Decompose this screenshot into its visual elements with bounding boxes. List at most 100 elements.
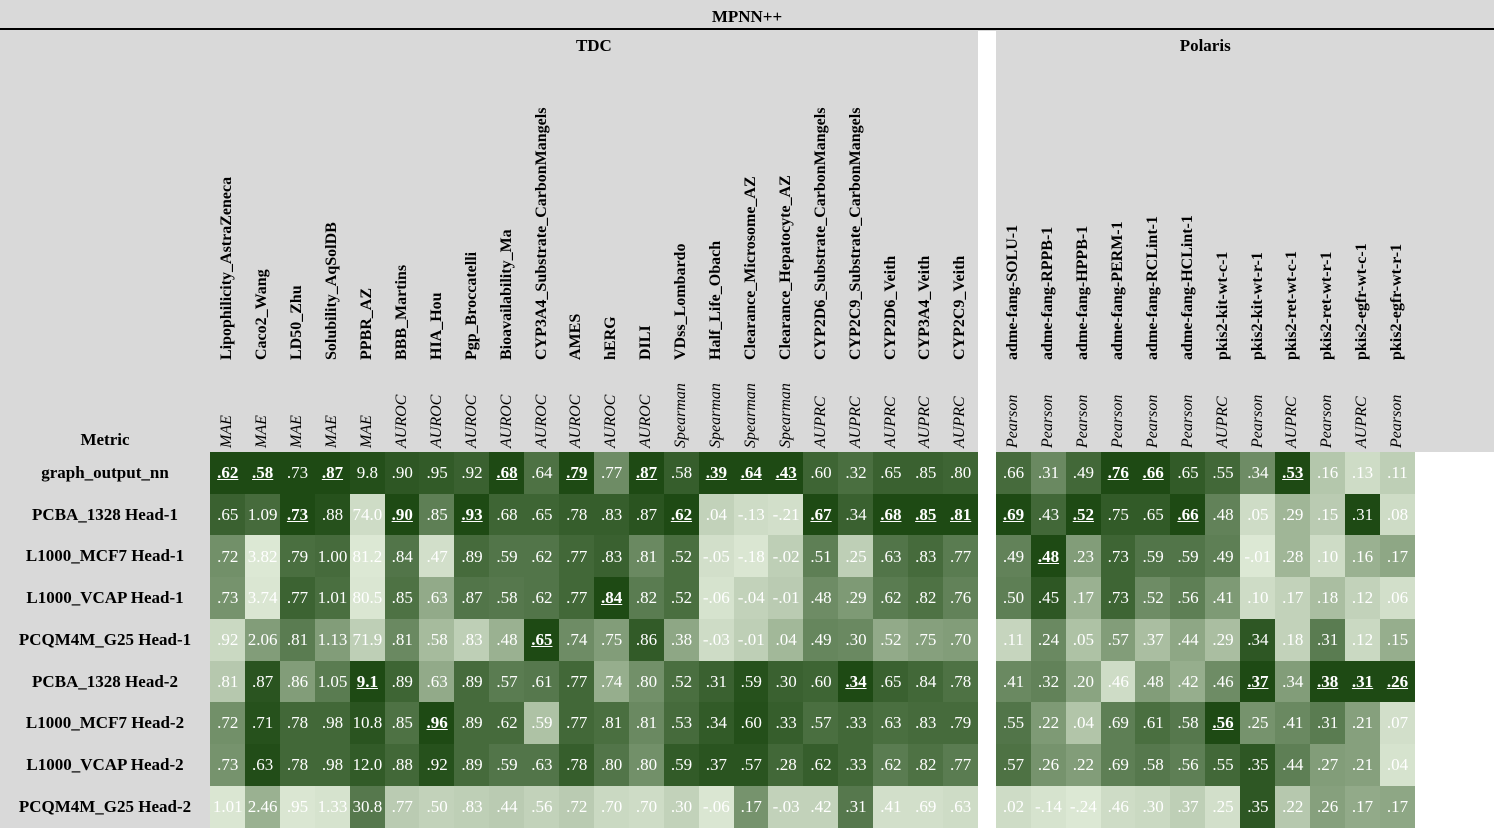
heatmap-cell: .57 bbox=[733, 743, 769, 787]
heatmap-cell: .52 bbox=[663, 660, 700, 703]
heatmap-cell: 10.8 bbox=[349, 702, 386, 745]
heatmap-cell: .22 bbox=[1030, 702, 1067, 745]
heatmap-cell: .85 bbox=[384, 577, 420, 620]
heatmap-cell: .30 bbox=[1135, 785, 1171, 828]
heatmap-cell: .39 bbox=[698, 452, 735, 495]
heatmap-cell: .63 bbox=[419, 577, 455, 620]
heatmap-cell: .64 bbox=[733, 452, 769, 495]
heatmap-cell: 3.82 bbox=[244, 535, 281, 578]
heatmap-cell: .56 bbox=[1170, 577, 1206, 620]
heatmap-cell: .37 bbox=[1135, 618, 1171, 662]
group-header-polaris: Polaris bbox=[1179, 36, 1231, 55]
heatmap-cell: .18 bbox=[1275, 618, 1311, 662]
column-header: Bioavailability_Ma bbox=[497, 229, 515, 360]
heatmap-cell: .52 bbox=[663, 577, 700, 620]
column-metric: MAE bbox=[253, 415, 271, 448]
heatmap-cell: .30 bbox=[663, 785, 700, 828]
heatmap-cell: -.05 bbox=[698, 535, 735, 578]
heatmap-cell: .26 bbox=[1379, 660, 1416, 703]
heatmap-cell: .26 bbox=[1030, 743, 1067, 787]
heatmap-cell: .25 bbox=[838, 535, 874, 578]
heatmap-cell: .83 bbox=[908, 702, 944, 745]
heatmap-cell: .58 bbox=[244, 452, 281, 495]
column-metric: MAE bbox=[288, 415, 306, 448]
heatmap-cell: .49 bbox=[995, 535, 1032, 578]
heatmap-cell: .78 bbox=[559, 493, 595, 536]
heatmap-cell: .69 bbox=[995, 493, 1032, 536]
heatmap-cell: .81 bbox=[628, 535, 665, 578]
metric-row-header: Metric bbox=[80, 430, 130, 449]
heatmap-cell: .29 bbox=[1205, 618, 1241, 662]
heatmap-cell: .31 bbox=[1344, 660, 1381, 703]
heatmap-cell: .64 bbox=[524, 452, 560, 495]
heatmap-cell: .78 bbox=[559, 743, 595, 787]
heatmap-cell: .59 bbox=[733, 660, 769, 703]
heatmap-cell: 3.74 bbox=[244, 577, 281, 620]
heatmap-cell: .57 bbox=[803, 702, 839, 745]
heatmap-cell: .70 bbox=[628, 785, 665, 828]
column-header: VDss_Lombardo bbox=[672, 243, 690, 360]
column-metric: Pearson bbox=[1318, 394, 1336, 448]
column-header: LD50_Zhu bbox=[288, 285, 306, 360]
heatmap-cell: .52 bbox=[1135, 577, 1171, 620]
column-metric: Pearson bbox=[1388, 394, 1406, 448]
column-header: pkis2-egfr-wt-r-1 bbox=[1388, 243, 1406, 360]
heatmap-cell: .60 bbox=[803, 660, 839, 703]
heatmap-cell: .85 bbox=[908, 493, 944, 536]
heatmap-cell: .41 bbox=[1205, 577, 1241, 620]
heatmap-cell: .44 bbox=[489, 785, 525, 828]
heatmap-cell: .73 bbox=[210, 743, 246, 787]
column-metric: AUROC bbox=[567, 394, 585, 448]
heatmap-cell: -.21 bbox=[768, 493, 804, 536]
heatmap-cell: .16 bbox=[1309, 452, 1346, 495]
column-header: Lipophilicity_AstraZeneca bbox=[218, 176, 236, 360]
heatmap-cell: .45 bbox=[1030, 577, 1067, 620]
heatmap-cell: .31 bbox=[1344, 493, 1381, 536]
heatmap-cell: .65 bbox=[1170, 452, 1206, 495]
heatmap-cell: .15 bbox=[1309, 493, 1346, 536]
heatmap-cell: .55 bbox=[1205, 743, 1241, 787]
heatmap-cell: .63 bbox=[524, 743, 560, 787]
column-header: Pgp_Broccatelli bbox=[462, 251, 480, 360]
column-metric: Pearson bbox=[1248, 394, 1266, 448]
heatmap-cell: .98 bbox=[314, 702, 351, 745]
heatmap-cell: .48 bbox=[803, 577, 839, 620]
heatmap-cell: .95 bbox=[279, 785, 316, 828]
heatmap-cell: .73 bbox=[210, 577, 246, 620]
heatmap-cell: .28 bbox=[1275, 535, 1311, 578]
column-header: CYP2D6_Substrate_CarbonMangels bbox=[811, 107, 829, 360]
heatmap-cell: .81 bbox=[210, 660, 246, 703]
heatmap-cell: .33 bbox=[838, 702, 874, 745]
heatmap-cell: .61 bbox=[524, 660, 560, 703]
heatmap-cell: -.24 bbox=[1065, 785, 1102, 828]
heatmap-cell: .71 bbox=[244, 702, 281, 745]
heatmap-cell: .37 bbox=[1240, 660, 1276, 703]
heatmap-cell: 1.01 bbox=[210, 785, 246, 828]
heatmap-cell: .11 bbox=[1379, 452, 1416, 495]
heatmap-cell: 1.01 bbox=[314, 577, 351, 620]
heatmap-cell: .78 bbox=[942, 660, 979, 703]
heatmap-cell: 81.2 bbox=[349, 535, 386, 578]
heatmap-cell: .90 bbox=[384, 493, 420, 536]
heatmap-cell: .31 bbox=[698, 660, 735, 703]
column-metric: Pearson bbox=[1143, 394, 1161, 448]
heatmap-cell: .79 bbox=[279, 535, 316, 578]
heatmap-cell: .92 bbox=[419, 743, 455, 787]
column-metric: Pearson bbox=[1039, 394, 1057, 448]
heatmap-cell: .52 bbox=[1065, 493, 1102, 536]
heatmap-cell: .49 bbox=[803, 618, 839, 662]
column-metric: AUROC bbox=[602, 394, 620, 448]
heatmap-cell: .48 bbox=[1135, 660, 1171, 703]
heatmap-cell: .81 bbox=[279, 618, 316, 662]
heatmap-cell: .29 bbox=[1275, 493, 1311, 536]
heatmap-cell: .75 bbox=[1100, 493, 1136, 536]
heatmap-cell: .59 bbox=[524, 702, 560, 745]
column-metric: MAE bbox=[323, 415, 341, 448]
heatmap-cell: .85 bbox=[908, 452, 944, 495]
heatmap-cell: 1.05 bbox=[314, 660, 351, 703]
heatmap-cell: .34 bbox=[1240, 618, 1276, 662]
heatmap-cell: .78 bbox=[279, 702, 316, 745]
heatmap-cell: .77 bbox=[942, 743, 979, 787]
heatmap-cell: .56 bbox=[524, 785, 560, 828]
heatmap-cell: .53 bbox=[663, 702, 700, 745]
